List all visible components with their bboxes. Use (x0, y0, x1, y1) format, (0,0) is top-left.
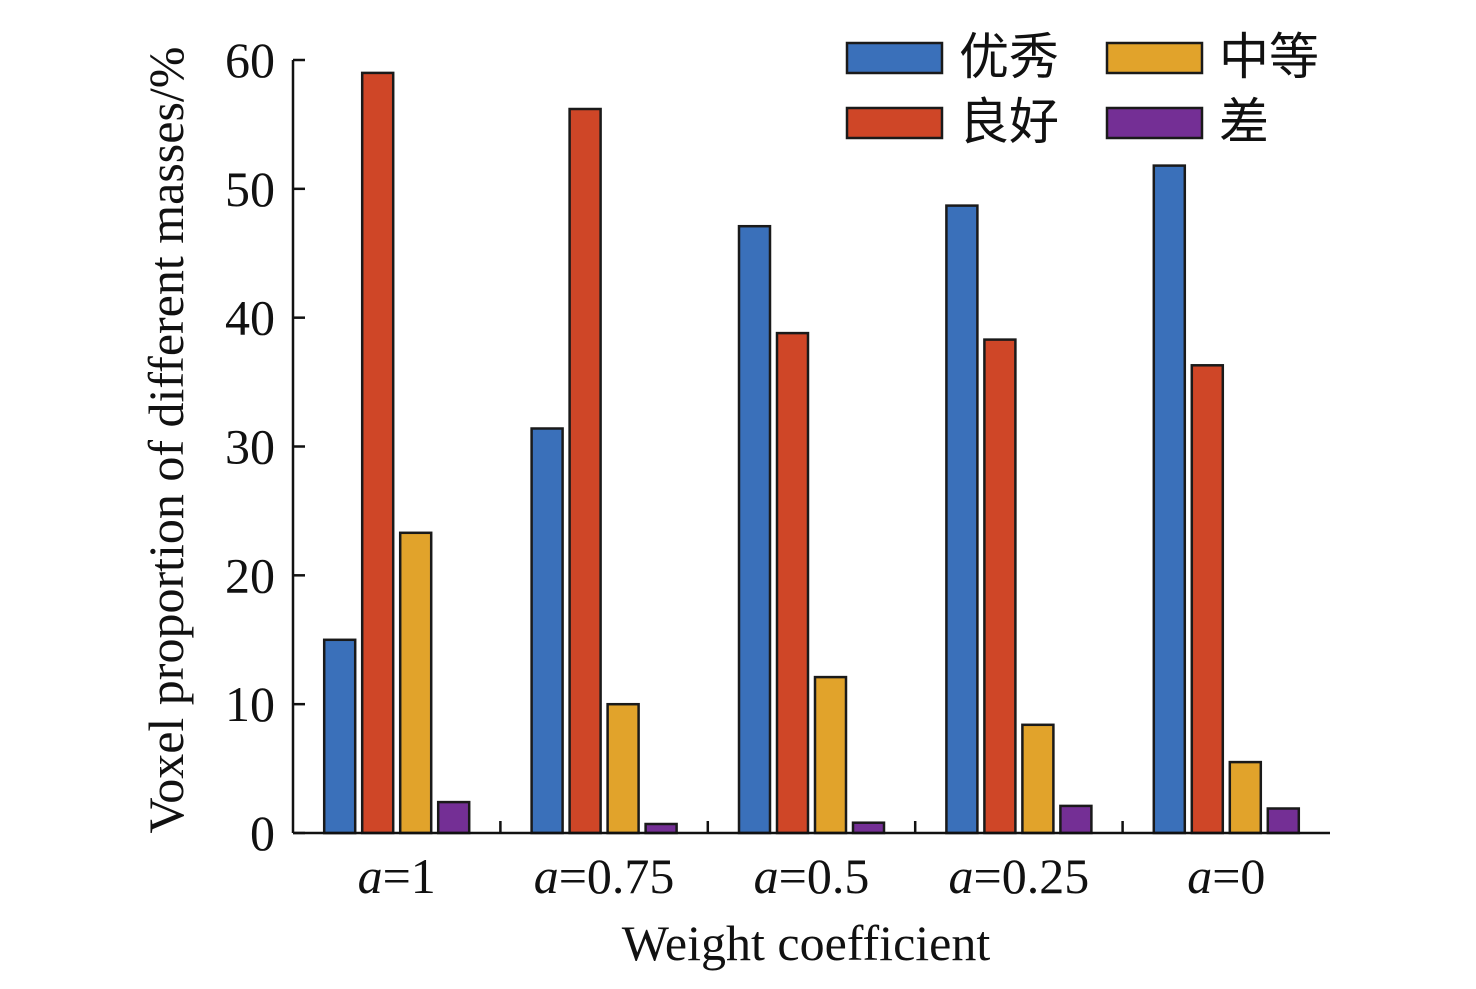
bar-3-5 (1228, 760, 1263, 835)
legend-label-3: 中等 (1219, 29, 1319, 85)
axes-layer: 0 10 20 30 40 50 60 a=1 a=0.75 a=0.5 a=0.25 a=0 (225, 32, 1330, 904)
bar-3-3 (813, 675, 848, 835)
legend-label-1: 优秀 (959, 29, 1059, 85)
bar-4-2 (644, 822, 678, 835)
bar-1-3 (737, 224, 772, 835)
legend-swatch-2 (845, 106, 944, 140)
y-tick-label-6: 50 (225, 161, 275, 217)
bar-1-4 (945, 204, 979, 835)
y-axis-title: Voxel proportion of different masses/% (138, 47, 194, 834)
bar-4-1 (436, 800, 471, 835)
bar-1-2 (530, 427, 564, 835)
bar-4-5 (1266, 807, 1301, 835)
bar-2-5 (1190, 364, 1225, 835)
y-tick-label-3: 20 (225, 547, 275, 603)
bar-3-1 (398, 531, 433, 835)
x-tick-label-4: a=0.25 (949, 848, 1090, 904)
bar-3-2 (606, 702, 640, 835)
y-tick-label-7: 60 (225, 32, 275, 88)
bar-1-5 (1152, 164, 1187, 835)
y-tick-label-5: 40 (225, 290, 275, 346)
bar-3-4 (1021, 723, 1055, 835)
legend-label-4: 差 (1219, 94, 1269, 150)
bar-2-3 (775, 331, 810, 835)
bar-2-2 (568, 107, 602, 835)
x-axis-title: Weight coefficient (622, 915, 991, 971)
bar-2-4 (983, 338, 1017, 835)
legend-swatch-4 (1105, 106, 1204, 140)
y-tick-label-1: 0 (250, 805, 275, 861)
bar-4-3 (851, 821, 886, 835)
bar-2-1 (360, 71, 395, 835)
x-tick-label-1: a=1 (358, 848, 436, 904)
legend-label-2: 良好 (959, 94, 1059, 150)
legend-swatch-3 (1105, 41, 1204, 75)
bars-layer (322, 71, 1301, 835)
x-tick-label-5: a=0 (1187, 848, 1265, 904)
y-tick-label-2: 10 (225, 676, 275, 732)
x-tick-label-3: a=0.5 (754, 848, 870, 904)
x-tick-label-2: a=0.75 (534, 848, 675, 904)
bar-1-1 (322, 638, 357, 835)
legend-swatch-1 (845, 41, 944, 75)
y-tick-label-4: 30 (225, 419, 275, 475)
bar-4-4 (1059, 804, 1093, 835)
